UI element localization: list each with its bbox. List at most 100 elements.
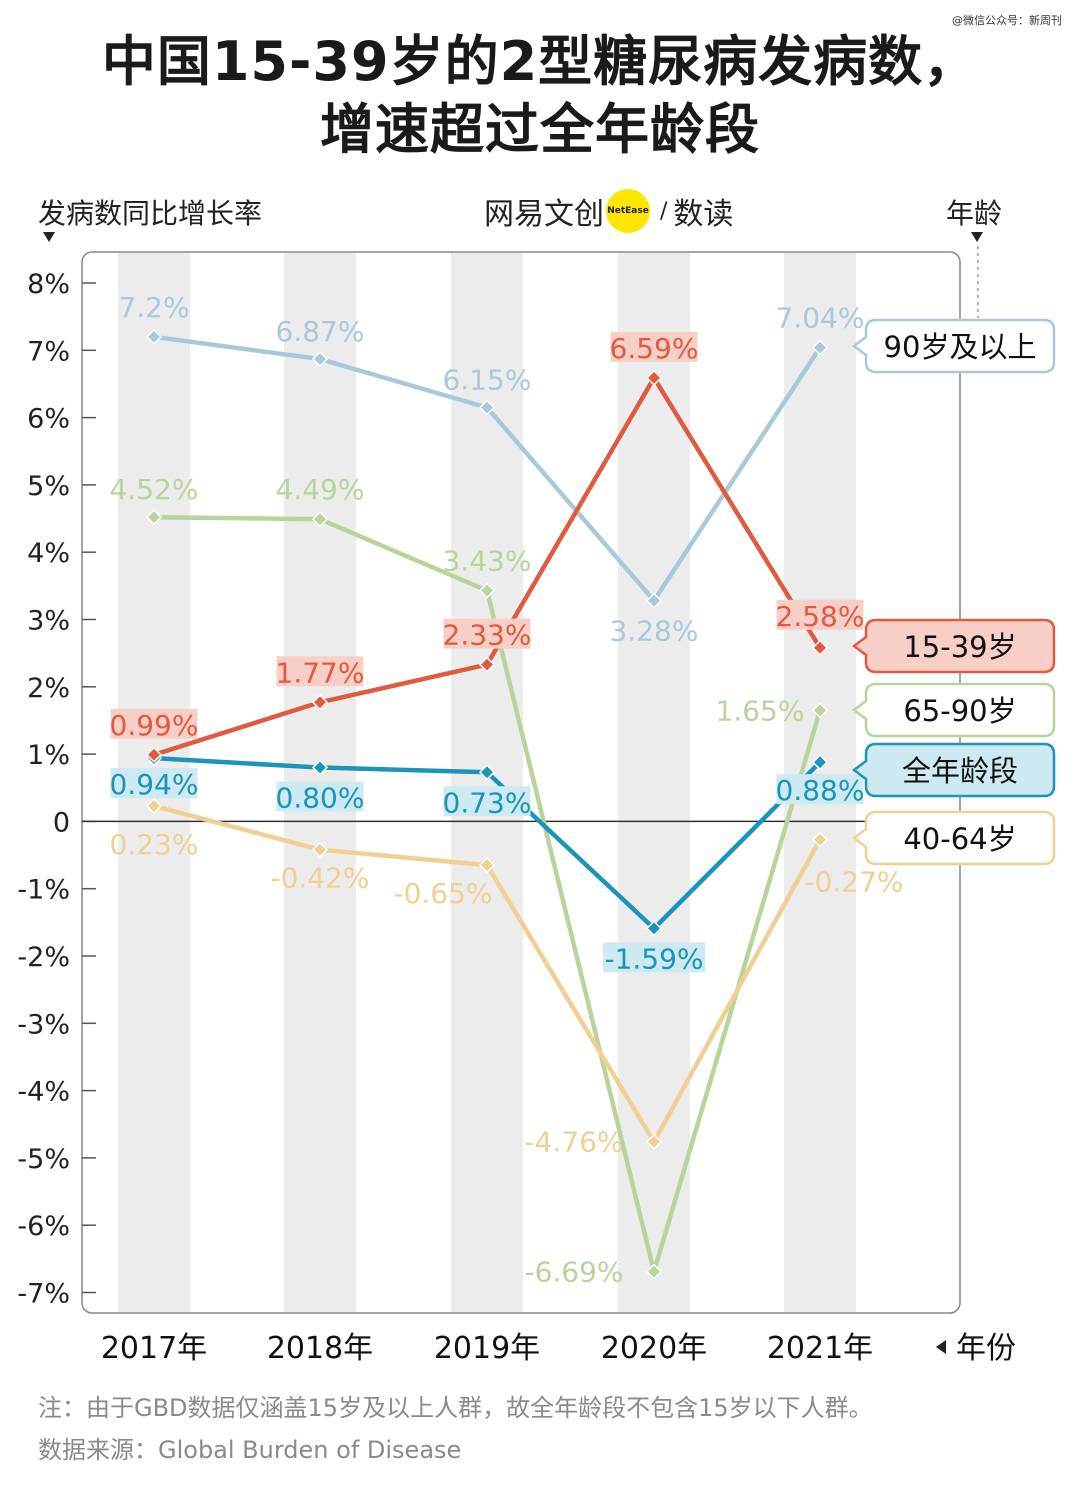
data-label: 0.99% (110, 709, 199, 742)
chart-title: 中国15-39岁的2型糖尿病发病数， 增速超过全年龄段 (0, 28, 1080, 164)
data-point (311, 694, 329, 711)
y-tick-label: 2% (27, 673, 70, 704)
data-label-box (443, 786, 531, 817)
data-point (811, 339, 829, 356)
y-tick-label: 7% (27, 336, 70, 367)
netease-logo-icon: NetEase (606, 189, 650, 233)
data-point (311, 350, 329, 368)
data-label: 7.2% (118, 291, 189, 324)
data-label: 0.94% (110, 768, 199, 801)
year-band (618, 253, 690, 1312)
year-band (451, 253, 523, 1312)
data-point (478, 582, 496, 599)
data-label: 6.59% (610, 332, 699, 365)
x-tick-label: 2018年 (267, 1331, 373, 1366)
legend-item-label: 15-39岁 (903, 630, 1016, 664)
slash-divider: / (660, 198, 668, 224)
y-tick-label: -7% (17, 1279, 70, 1310)
data-label: 3.28% (610, 615, 699, 648)
legend-axis-arrow-icon (971, 232, 983, 242)
data-point (311, 511, 329, 528)
brand-logo: 网易文创 NetEase / 数读 (484, 188, 733, 234)
legend-item-label: 90岁及以上 (884, 330, 1037, 364)
data-point (145, 509, 163, 526)
legend-item-box (851, 682, 1056, 738)
data-label: -0.65% (393, 877, 492, 910)
y-tick-label: 1% (27, 740, 70, 771)
data-label: 1.65% (716, 694, 805, 727)
data-point (811, 754, 829, 771)
data-label: 6.87% (276, 315, 365, 348)
y-tick-label: 6% (27, 404, 70, 435)
data-label-box (110, 768, 198, 799)
legend-item-box (851, 810, 1056, 866)
data-label-box (276, 656, 364, 687)
data-label-box (276, 781, 364, 812)
data-label: 0.73% (443, 786, 532, 819)
data-label: -6.69% (524, 1256, 623, 1289)
data-label: -0.27% (804, 866, 903, 899)
data-label: 0.23% (110, 828, 199, 861)
data-label-box (443, 618, 531, 649)
data-label-box (603, 942, 705, 973)
data-label-box (776, 774, 864, 805)
x-tick-label: 2017年 (101, 1331, 207, 1366)
data-point (645, 1133, 663, 1150)
data-point (645, 592, 663, 609)
y-tick-label: 3% (27, 606, 70, 637)
data-point (478, 857, 496, 874)
data-label: 7.04% (776, 302, 865, 335)
title-line-1: 中国15-39岁的2型糖尿病发病数， (101, 30, 979, 93)
y-tick-label: -2% (17, 942, 70, 973)
legend-item-box (851, 618, 1056, 674)
footnote: 注：由于GBD数据仅涵盖15岁及以上人群，故全年龄段不包含15岁以下人群。 (38, 1394, 873, 1422)
data-label-box (110, 708, 198, 739)
data-label: 3.43% (443, 545, 532, 578)
data-label: 0.88% (776, 774, 865, 807)
data-label: 1.77% (276, 656, 365, 689)
watermark: @微信公众号：新周刊 (952, 14, 1062, 27)
y-tick-label: 0 (53, 807, 70, 838)
data-label: 0.80% (276, 782, 365, 815)
y-tick-label: -3% (17, 1009, 70, 1040)
data-label: 2.33% (443, 619, 532, 652)
data-point (311, 759, 329, 776)
legend-item-label: 65-90岁 (903, 694, 1016, 728)
y-tick-label: 5% (27, 471, 70, 502)
data-point (811, 639, 829, 656)
data-point (645, 1263, 663, 1280)
title-line-2: 增速超过全年龄段 (320, 98, 760, 161)
data-point (478, 399, 496, 416)
legend-item-label: 40-64岁 (903, 822, 1016, 856)
data-label: -1.59% (604, 942, 703, 975)
y-axis-arrow-icon (43, 232, 55, 242)
data-point (145, 328, 163, 345)
legend-item-box (851, 742, 1056, 798)
data-point (811, 702, 829, 719)
data-source: 数据来源：Global Burden of Disease (38, 1436, 462, 1464)
x-axis-title: 年份 (956, 1331, 1016, 1366)
y-tick-label: -4% (17, 1077, 70, 1108)
data-label-box (610, 331, 698, 362)
data-point (478, 656, 496, 673)
data-label: 4.52% (110, 473, 199, 506)
data-label: 4.49% (276, 473, 365, 506)
data-point (145, 797, 163, 814)
legend-axis-title: 年龄 (946, 197, 1003, 230)
brand-part2: 数读 (673, 197, 734, 232)
y-tick-label: 8% (27, 269, 70, 300)
data-point (145, 746, 163, 763)
x-tick-label: 2021年 (767, 1331, 873, 1366)
brand-part1: 网易文创 (484, 197, 604, 232)
data-point (311, 841, 329, 858)
x-axis-arrow-icon (936, 1340, 946, 1354)
x-tick-label: 2019年 (434, 1331, 540, 1366)
y-axis-title: 发病数同比增长率 (38, 197, 263, 230)
x-tick-label: 2020年 (601, 1331, 707, 1366)
y-tick-label: -1% (17, 875, 70, 906)
data-label: -4.76% (524, 1126, 623, 1159)
data-label: 2.58% (776, 600, 865, 633)
data-point (645, 920, 663, 937)
y-tick-label: -5% (17, 1144, 70, 1175)
